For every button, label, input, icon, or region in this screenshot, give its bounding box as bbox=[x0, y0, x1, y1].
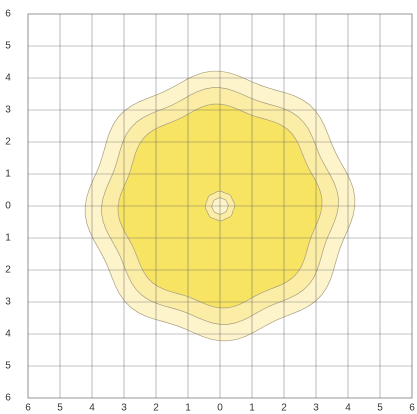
x-tick-label: 1 bbox=[249, 403, 255, 414]
x-tick-label: 5 bbox=[57, 403, 63, 414]
x-tick-label: 4 bbox=[345, 403, 351, 414]
y-tick-label: 4 bbox=[5, 73, 11, 84]
y-tick-label: 5 bbox=[5, 361, 11, 372]
y-tick-label: 0 bbox=[5, 201, 11, 212]
x-tick-label: 2 bbox=[281, 403, 287, 414]
x-tick-label: 6 bbox=[409, 403, 415, 414]
y-tick-label: 5 bbox=[5, 41, 11, 52]
y-tick-label: 3 bbox=[5, 297, 11, 308]
y-tick-label: 1 bbox=[5, 169, 11, 180]
x-tick-label: 6 bbox=[25, 403, 31, 414]
y-tick-label: 6 bbox=[5, 9, 11, 20]
x-tick-label: 2 bbox=[153, 403, 159, 414]
x-tick-label: 1 bbox=[185, 403, 191, 414]
y-tick-label: 2 bbox=[5, 265, 11, 276]
x-tick-label: 5 bbox=[377, 403, 383, 414]
x-tick-label: 3 bbox=[313, 403, 319, 414]
x-tick-label: 0 bbox=[217, 403, 223, 414]
y-tick-label: 2 bbox=[5, 137, 11, 148]
y-tick-label: 3 bbox=[5, 105, 11, 116]
x-tick-label: 3 bbox=[121, 403, 127, 414]
y-tick-label: 1 bbox=[5, 233, 11, 244]
y-tick-label: 6 bbox=[5, 393, 11, 404]
x-tick-label: 4 bbox=[89, 403, 95, 414]
y-tick-label: 4 bbox=[5, 329, 11, 340]
